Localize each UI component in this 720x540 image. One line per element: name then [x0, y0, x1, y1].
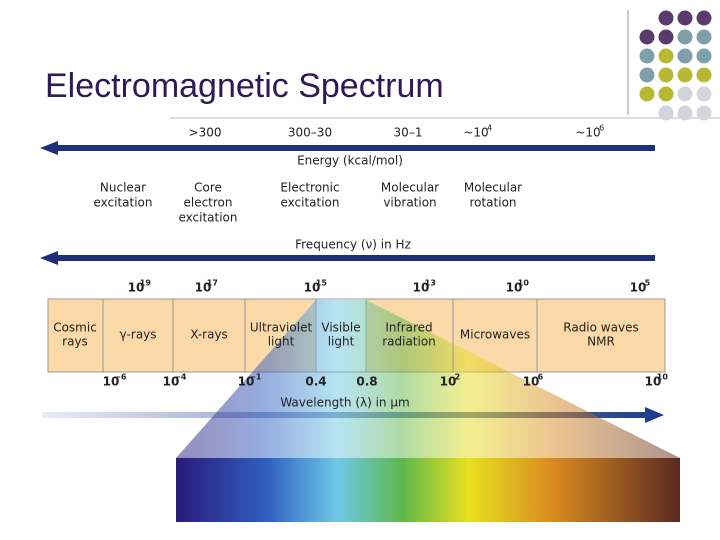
excitation-label: rotation [469, 196, 516, 210]
energy-label-exp: 4 [487, 124, 492, 133]
region-label: light [268, 335, 295, 349]
dot [677, 86, 693, 102]
excitation-label: electron [183, 196, 232, 210]
dot [696, 48, 712, 64]
dot [639, 48, 655, 64]
region-label: rays [62, 335, 88, 349]
dot [658, 105, 674, 121]
wavelength-axis-label: Wavelength (λ) in μm [280, 396, 409, 410]
dot [658, 10, 674, 26]
energy-axis-label: Energy (kcal/mol) [297, 154, 403, 168]
excitation-label: excitation [93, 196, 152, 210]
dot [696, 29, 712, 45]
frequency-tick: 10 [630, 281, 647, 295]
excitation-label: excitation [178, 211, 237, 225]
wavelength-tick: 10 [103, 375, 120, 389]
frequency-tick: 10 [195, 281, 212, 295]
frequency-tick: 10 [506, 281, 523, 295]
title: Electromagnetic Spectrum [45, 67, 444, 105]
region-label: radiation [382, 335, 436, 349]
excitation-label: Molecular [381, 181, 439, 195]
excitation-label: Electronic [280, 181, 339, 195]
frequency-tick-exp: 19 [140, 279, 152, 288]
wavelength-tick: 10 [523, 375, 540, 389]
wavelength-tick-exp: 6 [538, 373, 544, 382]
wavelength-tick: 10 [645, 375, 662, 389]
wavelength-tick: 10 [440, 375, 457, 389]
frequency-tick-exp: 13 [425, 279, 436, 288]
wavelength-tick-exp: −6 [114, 373, 127, 382]
dot [639, 86, 655, 102]
dot [696, 105, 712, 121]
frequency-tick: 10 [304, 281, 321, 295]
energy-arrow [40, 141, 655, 155]
dot [658, 67, 674, 83]
dot [639, 67, 655, 83]
dot [658, 48, 674, 64]
region-label: Ultraviolet [250, 321, 313, 335]
region-label: γ-rays [119, 328, 156, 342]
dot [639, 29, 655, 45]
excitation-label: vibration [383, 196, 436, 210]
dot [677, 48, 693, 64]
dot [677, 10, 693, 26]
wavelength-tick-exp: −1 [249, 373, 262, 382]
frequency-tick-exp: 15 [316, 279, 328, 288]
dot [696, 86, 712, 102]
frequency-arrow [40, 251, 655, 265]
frequency-axis-label: Frequency (ν) in Hz [295, 238, 411, 252]
region-label: light [328, 335, 355, 349]
dot [658, 29, 674, 45]
excitation-label: Core [194, 181, 222, 195]
region-label: Infrared [385, 321, 432, 335]
region-label: NMR [587, 335, 615, 349]
light-cone [176, 300, 680, 458]
wavelength-tick: 0.8 [356, 375, 377, 389]
energy-label-exp: 6 [599, 124, 604, 133]
energy-label: 300–30 [288, 126, 332, 140]
region-label: X-rays [190, 328, 228, 342]
energy-label: ~10 [575, 126, 600, 140]
visible-spectrum [176, 458, 680, 522]
region-label: Visible [321, 321, 360, 335]
dot [696, 67, 712, 83]
wavelength-tick: 10 [238, 375, 255, 389]
excitation-label: excitation [280, 196, 339, 210]
frequency-tick-exp: 17 [207, 279, 218, 288]
frequency-tick-exp: 10 [518, 279, 530, 288]
energy-label: ~10 [463, 126, 488, 140]
region-label: Microwaves [460, 328, 530, 342]
energy-label: >300 [189, 126, 222, 140]
frequency-tick: 10 [128, 281, 145, 295]
excitation-label: Molecular [464, 181, 522, 195]
wavelength-tick: 10 [163, 375, 180, 389]
dot [677, 105, 693, 121]
dot [677, 29, 693, 45]
wavelength-tick-exp: 2 [455, 373, 461, 382]
decoration [170, 10, 720, 121]
dot [658, 86, 674, 102]
dot [677, 67, 693, 83]
wavelength-tick: 0.4 [305, 375, 326, 389]
frequency-tick: 10 [413, 281, 430, 295]
region-label: Radio waves [563, 321, 638, 335]
dot [696, 10, 712, 26]
energy-label: 30–1 [394, 126, 423, 140]
excitation-label: Nuclear [100, 181, 146, 195]
wavelength-tick-exp: 10 [657, 373, 669, 382]
frequency-tick-exp: 5 [645, 279, 651, 288]
wavelength-tick-exp: −4 [174, 373, 187, 382]
region-label: Cosmic [53, 321, 97, 335]
